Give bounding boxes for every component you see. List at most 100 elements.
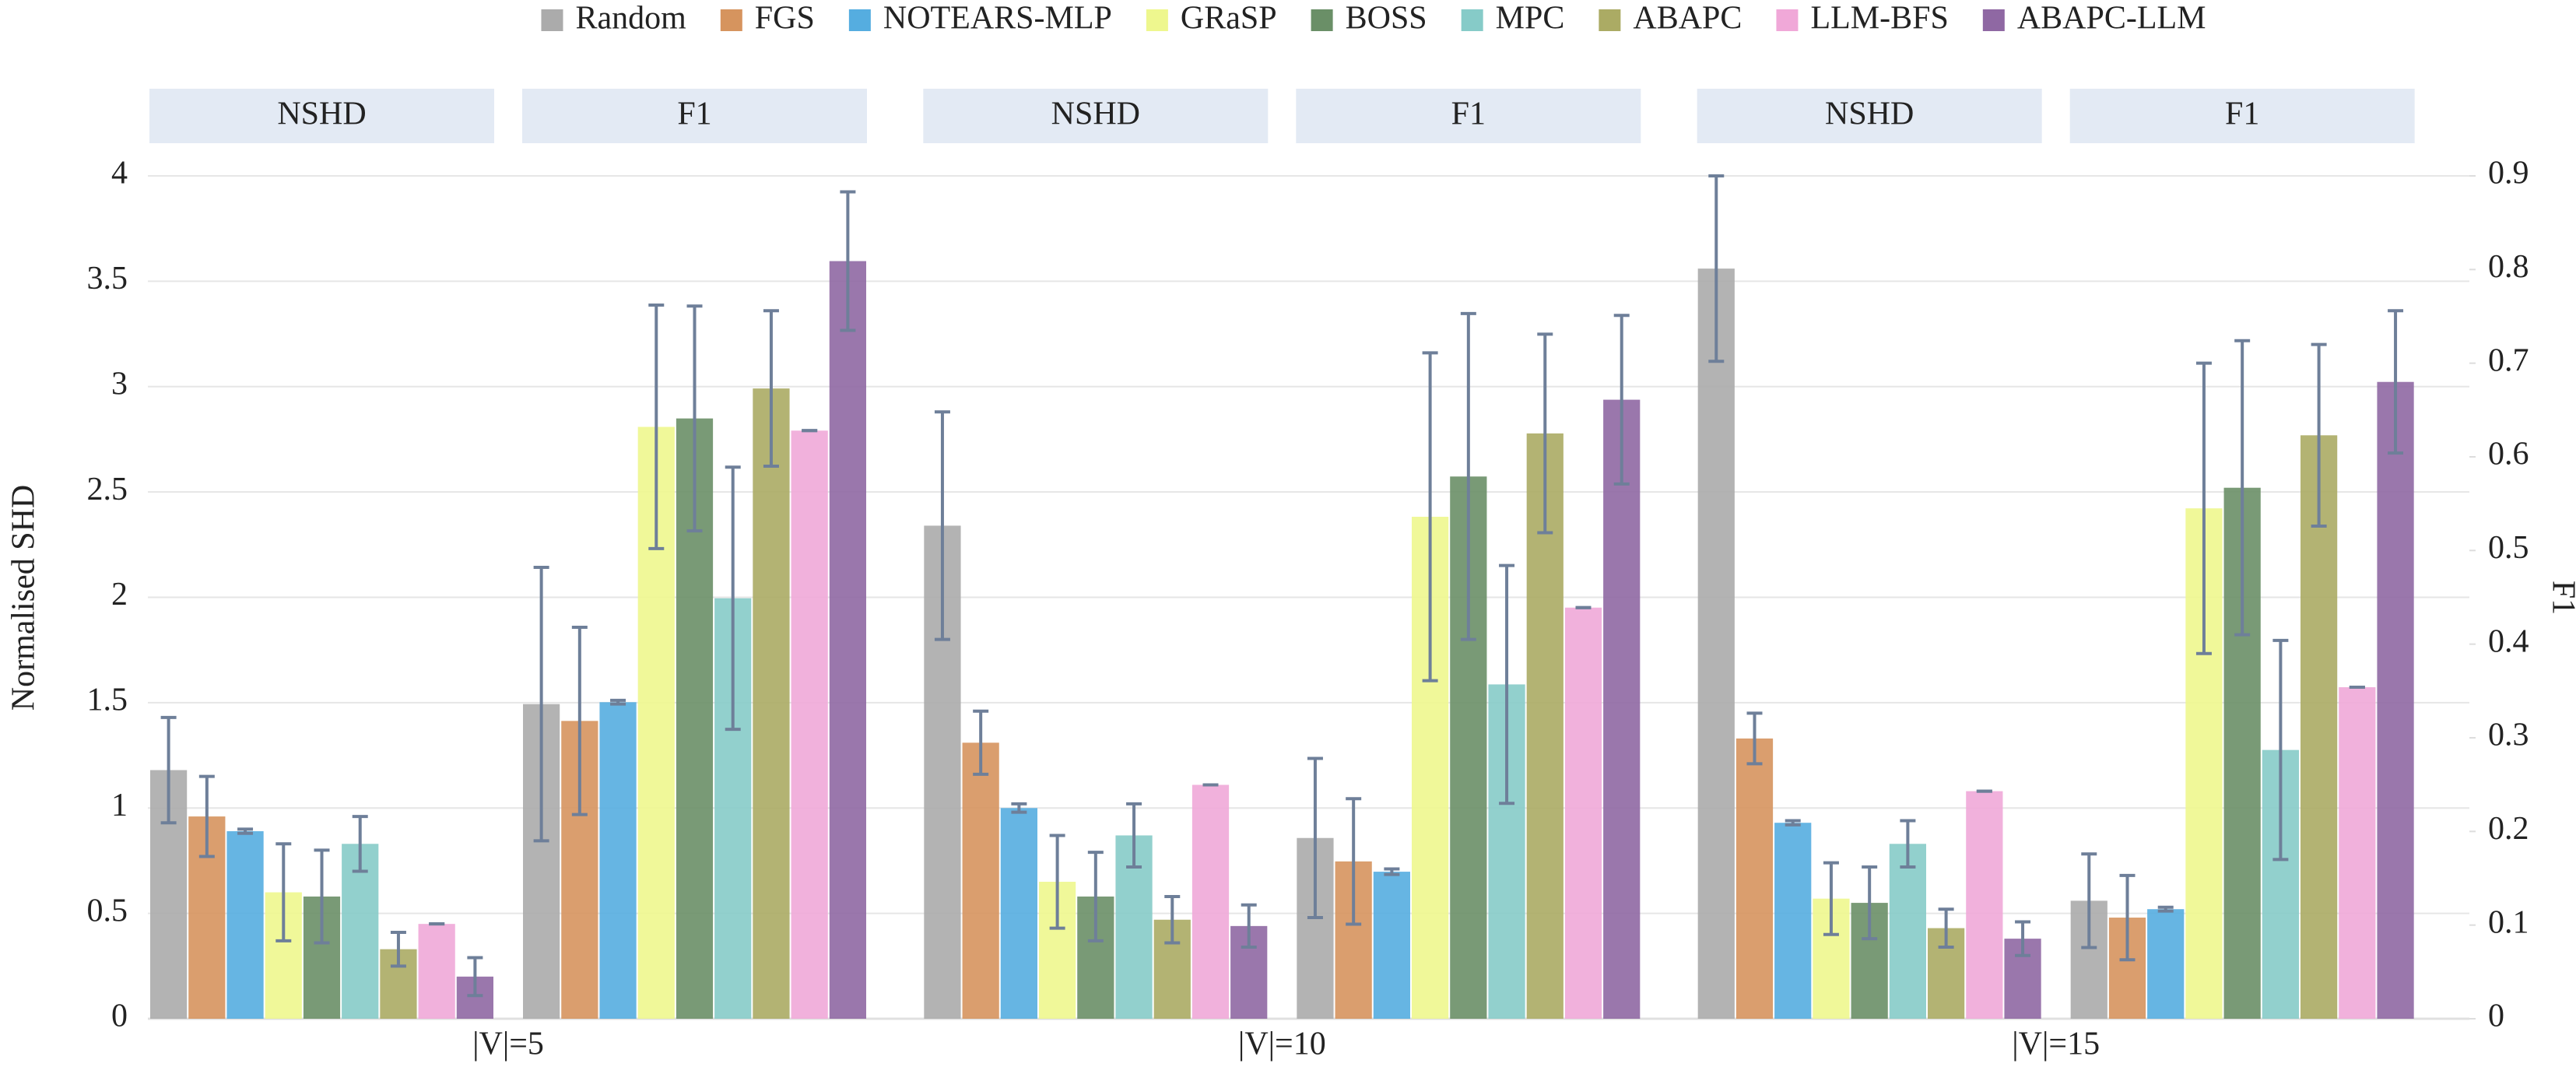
- legend-swatch: [848, 9, 871, 31]
- error-bar: [533, 565, 549, 843]
- error-bar: [2272, 638, 2289, 862]
- error-bar: [1746, 711, 1763, 766]
- error-bar: [1346, 797, 1362, 926]
- panel-header: [1697, 89, 2042, 143]
- legend-label: BOSS: [1346, 1, 1427, 37]
- y-tick-label: 0: [111, 999, 128, 1034]
- error-bar: [467, 956, 483, 998]
- bar: [599, 702, 637, 1019]
- error-bar: [1862, 865, 1878, 941]
- bar: [2301, 435, 2338, 1019]
- legend-label: Random: [575, 1, 686, 37]
- bar: [1191, 784, 1230, 1019]
- y2-tick-label: 0.5: [2488, 530, 2529, 566]
- error-bar: [237, 827, 254, 835]
- error-bar: [2234, 339, 2251, 637]
- error-bar: [973, 709, 989, 776]
- bar: [2147, 909, 2185, 1019]
- x-tick-label: |V|=15: [2012, 1027, 2100, 1062]
- bar: [1966, 791, 2003, 1019]
- y-tick-label: 3: [111, 366, 128, 402]
- error-bar: [314, 848, 330, 945]
- y2-tick-label: 0.6: [2488, 437, 2529, 472]
- bar: [791, 430, 828, 1019]
- error-bar: [1900, 819, 1916, 869]
- error-bar: [160, 715, 177, 825]
- bar: [418, 924, 455, 1019]
- legend-label: MPC: [1496, 1, 1565, 37]
- bar: [1000, 808, 1037, 1019]
- error-bar: [648, 304, 665, 550]
- legend-label: ABAPC-LLM: [2017, 1, 2206, 37]
- error-bar: [1785, 819, 1801, 827]
- x-tick-label: |V|=10: [1238, 1027, 1326, 1062]
- y-tick-label: 0.5: [87, 893, 128, 928]
- error-bar: [934, 410, 950, 641]
- error-bar: [840, 190, 856, 332]
- legend-label: GRaSP: [1181, 1, 1277, 37]
- error-bar: [686, 304, 703, 533]
- bar: [1564, 607, 1602, 1019]
- error-bar: [1460, 311, 1476, 641]
- error-bar: [1613, 314, 1630, 486]
- bar: [753, 388, 790, 1019]
- bar: [829, 261, 866, 1020]
- error-bar: [2015, 920, 2031, 957]
- error-bar: [2081, 852, 2097, 949]
- panel-label: F1: [677, 97, 711, 132]
- legend-label: FGS: [755, 1, 815, 37]
- panel-header: [522, 89, 867, 143]
- x-tick-label: |V|=5: [472, 1027, 544, 1062]
- legend-swatch: [1311, 9, 1333, 31]
- legend-swatch: [1461, 9, 1483, 31]
- error-bar: [763, 309, 779, 469]
- y-tick-label: 1.5: [87, 683, 128, 718]
- legend-swatch: [1146, 9, 1168, 31]
- bar: [1735, 738, 1774, 1019]
- y2-tick-label: 0.3: [2488, 718, 2529, 753]
- bar: [1697, 268, 1735, 1019]
- error-bar: [1708, 174, 1725, 363]
- error-bar: [198, 774, 215, 858]
- error-bar: [1422, 351, 1438, 683]
- bar: [962, 742, 999, 1019]
- panel-label: NSHD: [277, 97, 366, 132]
- error-bar: [1384, 867, 1400, 876]
- legend-swatch: [1982, 9, 2005, 31]
- legend-swatch: [1599, 9, 1621, 31]
- y-tick-label: 2.5: [87, 472, 128, 507]
- legend-swatch: [1776, 9, 1799, 31]
- error-bar: [2157, 905, 2174, 913]
- error-bar: [1011, 802, 1027, 814]
- y-tick-label: 3.5: [87, 261, 128, 297]
- y-axis-title: Normalised SHD: [6, 485, 42, 711]
- panel-label: F1: [2225, 97, 2259, 132]
- bar: [226, 831, 264, 1019]
- legend-label: LLM-BFS: [1810, 1, 1948, 37]
- error-bar: [610, 698, 626, 706]
- bar: [1603, 399, 1641, 1019]
- error-bar: [352, 815, 368, 873]
- error-bar: [1499, 563, 1515, 806]
- error-bar: [571, 626, 588, 816]
- error-bar: [1126, 802, 1142, 869]
- error-bar: [2119, 873, 2136, 962]
- bar: [342, 844, 379, 1019]
- y2-tick-label: 0.4: [2488, 623, 2529, 659]
- panel-label: NSHD: [1051, 97, 1140, 132]
- y2-tick-label: 0: [2488, 999, 2504, 1034]
- y-tick-label: 1: [111, 788, 128, 823]
- y2-tick-label: 0.9: [2488, 156, 2529, 191]
- panel-header: [2069, 89, 2415, 143]
- error-bar: [1087, 851, 1104, 942]
- legend-label: NOTEARS-MLP: [883, 1, 1112, 37]
- error-bar: [1049, 834, 1065, 930]
- error-bar: [1938, 907, 1954, 949]
- y2-tick-label: 0.2: [2488, 811, 2529, 847]
- bar: [2339, 687, 2376, 1019]
- legend-label: ABAPC: [1633, 1, 1742, 37]
- error-bar: [2195, 361, 2212, 655]
- error-bar: [1241, 903, 1257, 949]
- y-tick-label: 2: [111, 577, 128, 612]
- legend-swatch: [541, 9, 563, 31]
